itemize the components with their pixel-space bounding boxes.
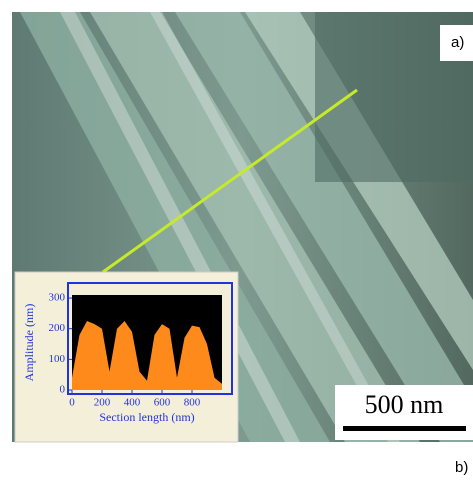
- x-tick-label: 800: [184, 397, 201, 409]
- scale-bar-label: 500 nm: [365, 390, 444, 419]
- x-tick-label: 600: [154, 397, 171, 409]
- x-tick-label: 0: [69, 397, 75, 409]
- x-tick-label: 400: [124, 397, 141, 409]
- y-tick-label: 0: [60, 384, 66, 396]
- x-axis-label: Section length (nm): [99, 410, 194, 424]
- panel-label: b): [455, 459, 468, 476]
- figure: a) 500 nm b) 0 100 200 300 0 200 400 600 800Sect…: [0, 0, 473, 480]
- y-tick-label: 100: [49, 353, 66, 365]
- y-tick-label: 300: [49, 292, 66, 304]
- scale-bar: [343, 426, 466, 431]
- y-axis-label: Amplitude (nm): [22, 304, 36, 382]
- x-tick-label: 200: [94, 397, 111, 409]
- panel-label: a): [451, 34, 464, 51]
- y-tick-label: 200: [49, 322, 66, 334]
